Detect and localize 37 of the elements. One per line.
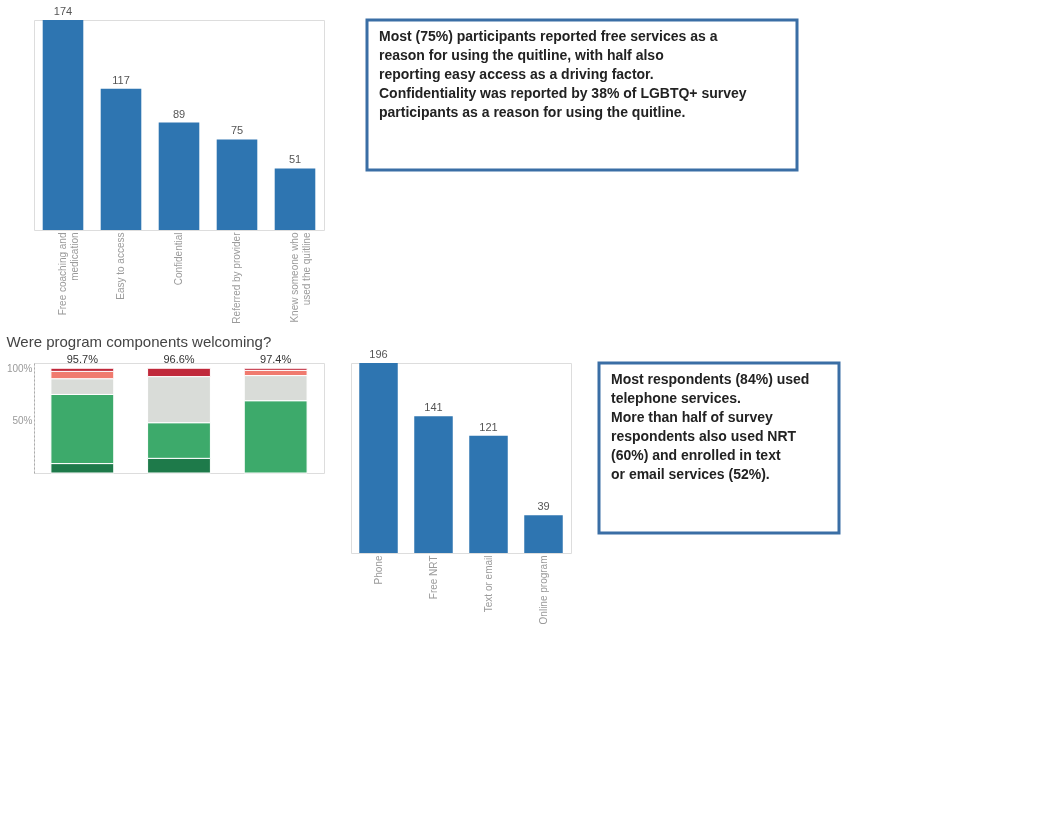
annotation: 96.6%: [163, 353, 195, 366]
bar: [274, 168, 316, 230]
data-label: 117: [112, 73, 130, 86]
annotation: 95.7%: [66, 353, 99, 366]
data-label: 89: [172, 107, 186, 120]
text: Most (75%) participants reported free services as a reason for using the quitline, with half also reporting easy access as a driving factor.: [379, 28, 718, 82]
x-tick-label: Referred by provider: [231, 231, 242, 324]
data-label: 51: [288, 153, 302, 166]
data-label: 75: [230, 124, 244, 137]
bar: [414, 416, 453, 553]
chart-title: Were program components welcoming?: [6, 333, 272, 351]
bar: [524, 515, 563, 553]
data-label: 196: [369, 348, 388, 360]
bar: [359, 363, 398, 553]
data-label: 39: [537, 500, 550, 513]
text: Most respondents (84%) used telephone services.: [611, 371, 810, 406]
x-tick-label: Phone: [372, 555, 384, 585]
bar: [216, 139, 258, 230]
x-tick-label: Confidential: [173, 232, 184, 286]
x-tick-label: Free NRT: [427, 555, 439, 600]
y-tick-label: 100%: [6, 362, 33, 374]
bar: [469, 435, 508, 553]
x-tick-label: Text or email: [482, 555, 494, 613]
text: More than half of survey respondents also used NRT (60%) and enrolled in text or email services (52%).: [611, 409, 797, 482]
bar: [158, 122, 200, 230]
data-label: 121: [479, 420, 498, 433]
x-tick-label: Knew someone who used the quitline: [289, 232, 312, 323]
x-tick-label: Online program: [537, 555, 549, 625]
x-tick-label: Easy to access: [115, 232, 126, 300]
bar: [100, 88, 142, 230]
bar: [42, 20, 84, 230]
text: Confidentiality was reported by 38% of LGBTQ+ survey participants as a reason for using the quitline.: [379, 85, 747, 120]
data-label: 141: [424, 401, 443, 414]
annotation: 97.4%: [260, 353, 292, 366]
data-label: 174: [53, 5, 73, 17]
y-tick-label: 50%: [12, 415, 33, 427]
x-tick-label: Free coaching and medication: [57, 232, 80, 316]
